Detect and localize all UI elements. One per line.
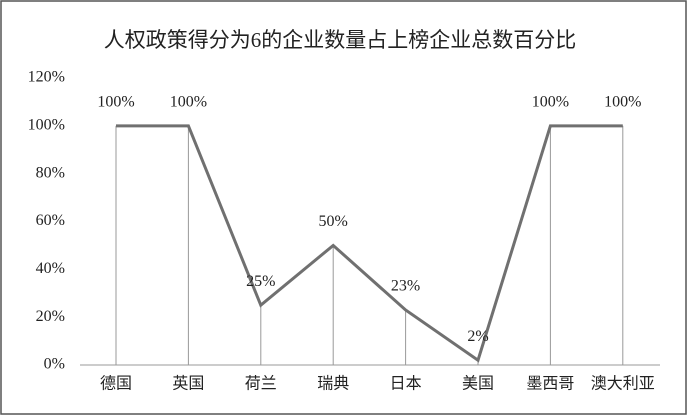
x-tick-label: 墨西哥: [526, 376, 574, 393]
y-tick-label: 100%: [28, 117, 65, 134]
x-tick-label: 德国: [100, 375, 132, 393]
data-line: [116, 124, 623, 363]
data-label: 2%: [467, 328, 488, 345]
x-tick-label: 瑞典: [317, 375, 349, 393]
chart-title: 人权政策得分为6的企业数量占上榜企业总数百分比: [104, 28, 577, 52]
x-tick-label: 英国: [172, 375, 204, 393]
y-tick-label: 60%: [36, 212, 65, 229]
data-label: 23%: [391, 278, 420, 295]
x-tick-label: 荷兰: [245, 375, 277, 393]
y-tick-label: 40%: [36, 260, 65, 277]
y-tick-label: 0%: [44, 356, 65, 373]
data-label: 100%: [97, 94, 134, 111]
data-label: 100%: [532, 94, 569, 111]
y-tick-label: 20%: [36, 308, 65, 325]
data-label: 100%: [170, 94, 207, 111]
x-tick-label: 日本: [390, 375, 422, 393]
data-label: 50%: [319, 213, 348, 230]
data-label: 25%: [246, 273, 275, 290]
y-tick-label: 120%: [28, 69, 65, 86]
y-tick-label: 80%: [36, 164, 65, 181]
x-tick-label: 澳大利亚: [591, 375, 655, 393]
x-tick-label: 美国: [462, 375, 494, 393]
data-label: 100%: [604, 94, 641, 111]
